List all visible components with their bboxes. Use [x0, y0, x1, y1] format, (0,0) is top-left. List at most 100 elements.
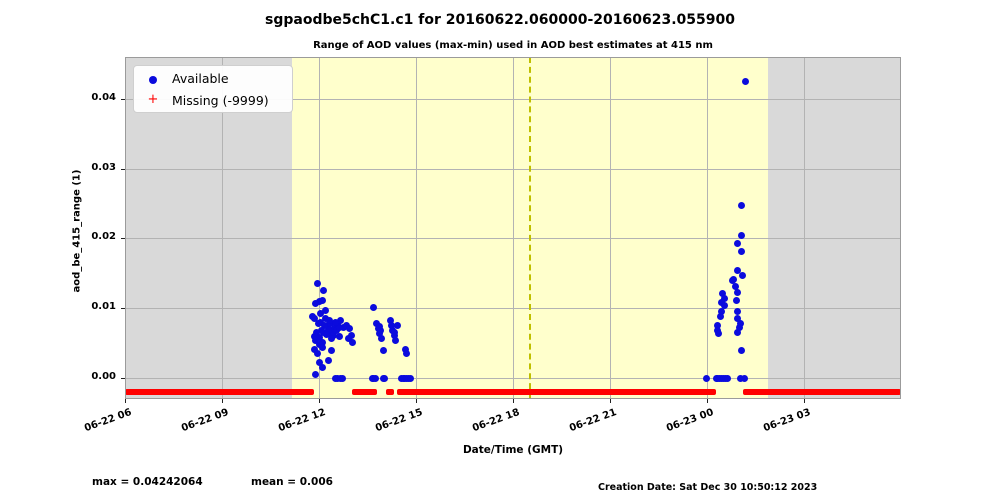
data-point-available [319, 344, 327, 352]
x-tick-label: 06-22 21 [567, 407, 618, 435]
data-point-available [321, 315, 329, 323]
x-gridline [222, 57, 223, 399]
x-gridline [513, 57, 514, 399]
data-point-available [320, 287, 328, 295]
solar-noon-line [529, 57, 532, 399]
x-tick-label: 06-22 15 [373, 407, 424, 435]
x-gridline [416, 57, 417, 399]
data-point-available [738, 346, 746, 354]
y-tick-label: 0.04 [91, 91, 116, 103]
data-point-available [392, 337, 400, 345]
shading-band [125, 57, 293, 399]
data-point-available [734, 239, 742, 247]
data-point-available [377, 335, 385, 343]
x-gridline [707, 57, 708, 399]
x-tick-mark [125, 399, 126, 403]
missing-data-segment [385, 388, 394, 395]
x-gridline [125, 57, 126, 399]
missing-data-segment [125, 388, 314, 395]
y-tick-mark [121, 168, 125, 170]
data-point-available [735, 323, 743, 331]
data-point-available [337, 316, 345, 324]
x-tick-mark [804, 399, 805, 403]
x-tick-label: 06-22 12 [276, 407, 327, 435]
legend: Available + Missing (-9999) [133, 65, 293, 113]
data-point-available [313, 350, 321, 358]
available-dot-icon [134, 69, 172, 88]
data-point-available [734, 328, 742, 336]
data-point-available [326, 320, 334, 328]
data-point-available [731, 283, 739, 291]
data-point-available [313, 279, 321, 287]
data-point-available [739, 272, 747, 280]
data-point-available [381, 374, 389, 382]
y-gridline [125, 308, 901, 310]
data-point-available [317, 309, 325, 317]
data-point-available [338, 374, 346, 382]
y-gridline [125, 238, 901, 240]
data-point-available [322, 330, 330, 338]
x-gridline [610, 57, 611, 399]
data-point-available [728, 276, 736, 284]
data-point-available [318, 327, 326, 335]
y-tick-mark [121, 308, 125, 310]
data-point-available [315, 333, 323, 341]
y-gridline [125, 98, 901, 100]
data-point-available [717, 308, 725, 316]
shading-band [768, 57, 901, 399]
data-point-available [702, 374, 710, 382]
x-tick-mark [610, 399, 611, 403]
data-point-available [387, 316, 395, 324]
data-point-available [379, 346, 387, 354]
data-point-available [315, 358, 323, 366]
data-point-available [370, 303, 378, 311]
data-point-available [310, 314, 318, 322]
data-point-available [321, 307, 329, 315]
data-point-available [324, 325, 332, 333]
x-tick-mark [707, 399, 708, 403]
y-tick-mark [121, 238, 125, 240]
data-point-available [311, 300, 319, 308]
data-point-available [335, 332, 343, 340]
missing-data-segment [397, 388, 717, 395]
data-point-available [724, 374, 732, 382]
data-point-available [394, 321, 402, 329]
data-point-available [335, 323, 343, 331]
data-point-available [714, 321, 722, 329]
data-point-available [328, 335, 336, 343]
x-gridline [804, 57, 805, 399]
creation-date: Creation Date: Sat Dec 30 10:50:12 2023 [598, 482, 818, 493]
data-point-available [318, 363, 326, 371]
data-point-available [375, 323, 383, 331]
data-point-available [332, 318, 340, 326]
y-tick-label: 0.03 [91, 161, 116, 173]
x-tick-mark [513, 399, 514, 403]
y-gridline [125, 168, 901, 170]
y-tick-label: 0.01 [91, 301, 116, 313]
data-point-available [736, 374, 744, 382]
data-point-available [388, 322, 396, 330]
stat-mean: mean = 0.006 [251, 476, 333, 488]
data-point-available [715, 330, 723, 338]
legend-item-available: Available [134, 69, 292, 88]
data-point-available [719, 290, 727, 298]
x-tick-label: 06-22 18 [470, 407, 521, 435]
x-tick-mark [222, 399, 223, 403]
data-point-available [377, 327, 385, 335]
data-point-available [738, 202, 746, 210]
legend-label: Available [172, 70, 229, 86]
stats-column-left: max = 0.04242064 min = 0.0 n = 175 [92, 439, 203, 500]
data-point-available [720, 302, 728, 310]
data-point-available [314, 320, 322, 328]
y-tick-mark [121, 98, 125, 100]
data-point-available [406, 374, 414, 382]
data-point-available [734, 307, 742, 315]
data-point-available [333, 327, 341, 335]
data-point-available [733, 267, 741, 275]
data-point-available [372, 374, 380, 382]
data-point-available [326, 316, 334, 324]
missing-plus-icon: + [147, 92, 159, 107]
missing-data-segment [742, 388, 901, 395]
data-point-available [740, 374, 748, 382]
